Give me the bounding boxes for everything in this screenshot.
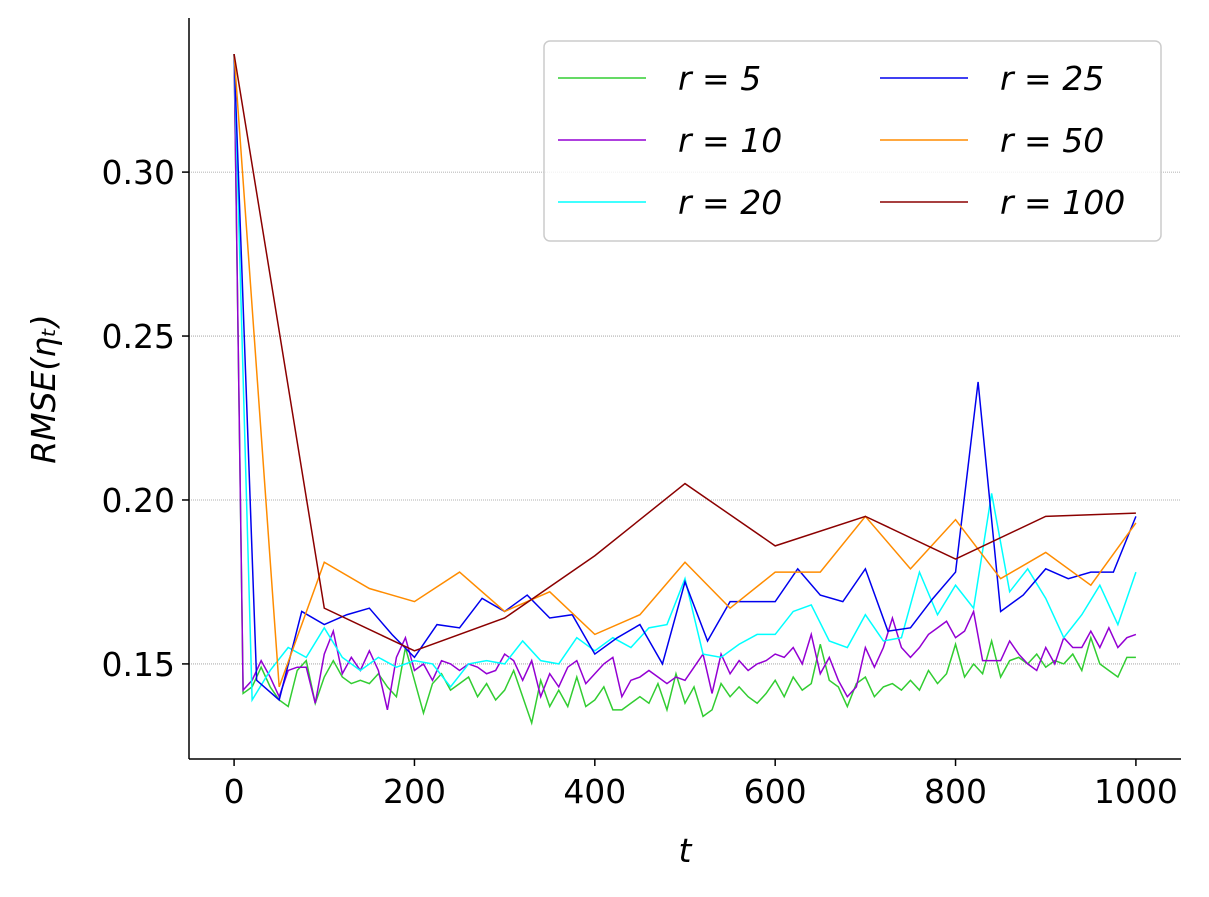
- x-tick-label: 800: [924, 772, 987, 811]
- x-tick-label: 0: [224, 772, 245, 811]
- x-tick-label: 600: [744, 772, 807, 811]
- y-tick-label: 0.20: [102, 481, 175, 520]
- legend-label: r = 10: [678, 121, 782, 160]
- y-axis-label: RMSE(ηₜ): [24, 314, 63, 464]
- legend-label: r = 50: [1000, 121, 1104, 160]
- legend-label: r = 5: [678, 59, 761, 98]
- series-line: [233, 54, 1137, 710]
- y-tick-label: 0.25: [102, 317, 175, 356]
- legend-label: r = 100: [1000, 183, 1125, 222]
- series-line: [233, 54, 1136, 726]
- legend-label: r = 20: [678, 183, 782, 222]
- series-line: [233, 53, 1136, 652]
- legend-label: r = 25: [1000, 59, 1104, 98]
- legend-box: [543, 40, 1162, 242]
- x-tick-label: 1000: [1094, 772, 1178, 811]
- x-axis-label: t: [679, 831, 693, 870]
- y-tick-label: 0.30: [102, 153, 175, 192]
- legend: r = 5 r = 10 r = 20 r = 25 r = 50 r = 100: [543, 40, 1162, 242]
- y-tick-label: 0.15: [102, 645, 175, 684]
- series-line: [233, 54, 1137, 703]
- series-line: [233, 54, 1137, 688]
- x-tick-label: 400: [563, 772, 626, 811]
- x-tick-label: 200: [383, 772, 446, 811]
- series-line: [233, 54, 1137, 702]
